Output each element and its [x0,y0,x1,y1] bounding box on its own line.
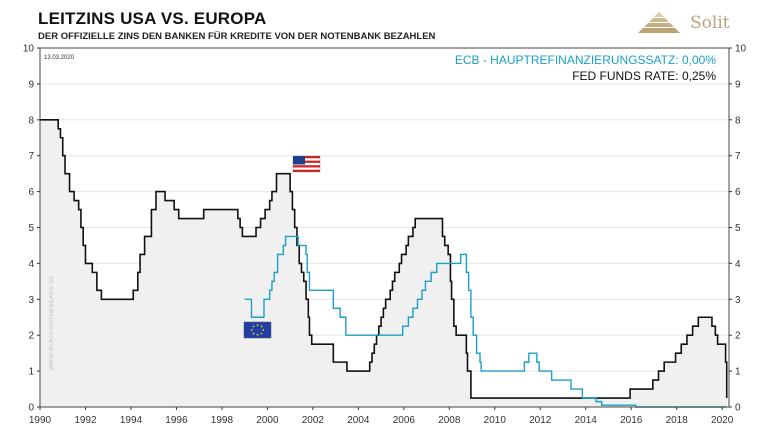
chart-subtitle: DER OFFIZIELLE ZINS DEN BANKEN FÜR KREDI… [38,31,436,42]
plot-frame [39,47,730,408]
fed-area [40,119,727,408]
x-tick-label: 2020 [711,415,734,426]
x-tick-label: 2016 [620,415,643,426]
y-tick-label-right: 10 [735,44,747,55]
solit-logo: Solit [634,10,734,38]
y-tick-label-right: 6 [735,187,741,198]
fed-series-line [40,119,728,399]
y-tick-label-right: 3 [735,295,741,306]
x-tick-label: 2000 [256,415,279,426]
y-tick-label-left: 6 [28,187,34,198]
x-tick-label: 2002 [302,415,325,426]
y-tick-label-left: 10 [23,44,35,55]
x-tick-label: 2014 [575,415,598,426]
y-tick-label-left: 5 [28,223,34,234]
fed-area-fill [40,119,727,408]
x-tick-label: 2012 [529,415,552,426]
pyramid-icon [638,12,680,33]
y-tick-label-right: 9 [735,79,741,90]
y-tick-label-right: 5 [735,223,741,234]
logo-text: Solit [690,13,730,33]
y-tick-label-left: 9 [28,79,34,90]
ecb-series-line [244,235,727,408]
date-stamp: 13.03.2020 [44,55,75,61]
y-tick-label-right: 0 [735,403,741,414]
x-tick-label: 2008 [438,415,461,426]
y-tick-label-right: 7 [735,151,741,162]
y-tick-label-left: 7 [28,151,34,162]
legend-fed: FED FUNDS RATE: 0,25% [572,69,716,83]
watermark-text: WWW.BLACKONTHEBEARS.DE [49,275,55,370]
y-tick-label-right: 4 [735,259,741,270]
chart-title: LEITZINS USA VS. EUROPA [38,9,267,28]
y-tick-label-left: 3 [28,295,34,306]
y-tick-label-right: 8 [735,115,741,126]
series-lines [40,119,728,408]
x-tick-label: 1992 [74,415,97,426]
x-tick-label: 1998 [211,415,234,426]
y-tick-label-left: 8 [28,115,34,126]
axes [37,47,732,410]
y-tick-label-right: 2 [735,331,741,342]
y-tick-label-left: 4 [28,259,34,270]
x-tick-label: 1994 [120,415,143,426]
eu-flag-icon [243,321,272,339]
x-tick-label: 1996 [165,415,188,426]
y-tick-label-left: 2 [28,331,34,342]
x-tick-label: 2006 [393,415,416,426]
x-tick-label: 2010 [484,415,507,426]
y-tick-label-left: 0 [28,403,34,414]
us-flag-icon [292,155,321,173]
y-tick-label-right: 1 [735,367,741,378]
y-tick-label-left: 1 [28,367,34,378]
x-tick-label: 2018 [666,415,689,426]
tick-labels: 0 0 1 1 2 2 3 3 4 4 5 5 6 6 7 7 8 8 9 9 10 10 1990 1992 1994 1996… [23,44,747,427]
x-tick-label: 2004 [347,415,370,426]
x-tick-label: 1990 [29,415,52,426]
legend-ecb: ECB - HAUPTREFINANZIERUNGSSATZ: 0,00% [455,53,716,67]
